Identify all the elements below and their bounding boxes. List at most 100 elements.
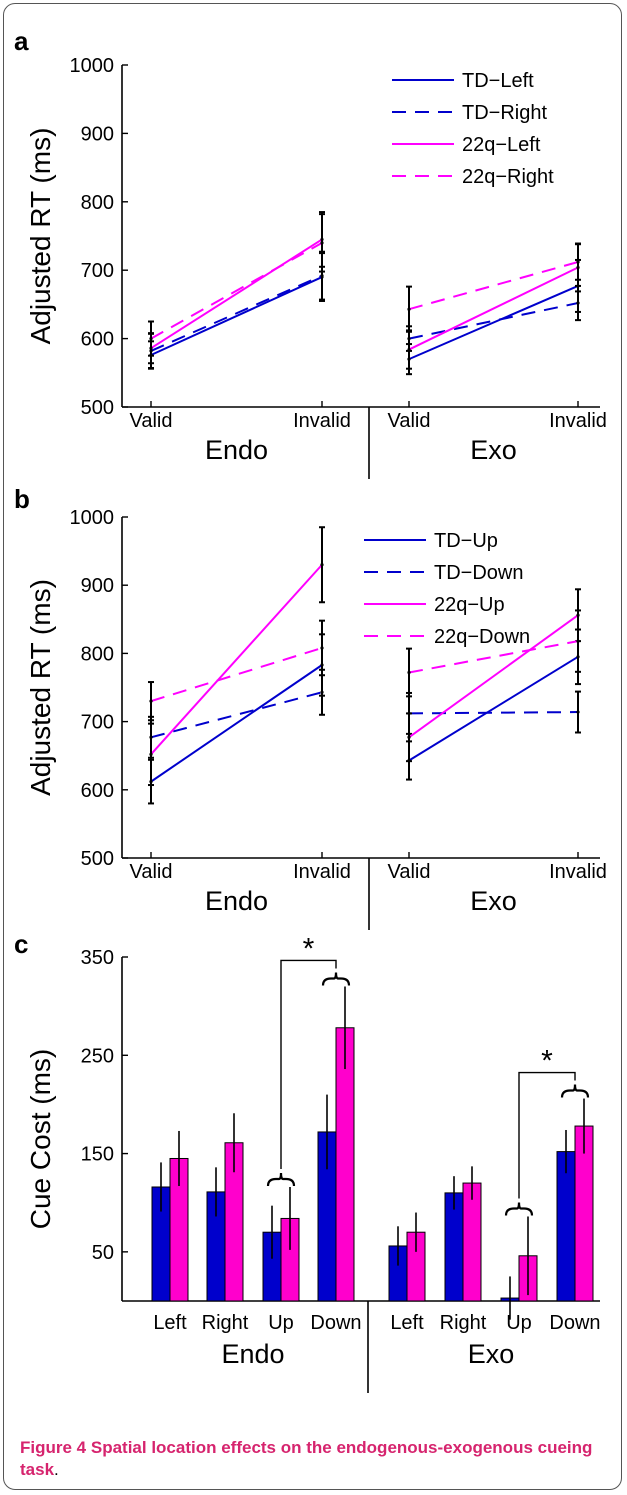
legend-label: 22q−Right [462, 166, 554, 188]
x-tick-label: Up [268, 1312, 294, 1334]
x-tick-label: Right [440, 1312, 487, 1334]
group-label: Exo [468, 1339, 515, 1369]
data-point [149, 752, 153, 756]
series-line [150, 241, 323, 340]
panel-label-b: b [14, 484, 30, 514]
data-point [407, 307, 411, 311]
bar [556, 1151, 576, 1302]
x-tick-label: Left [390, 1312, 424, 1334]
data-point [320, 274, 324, 278]
y-tick-label: 1000 [70, 507, 115, 529]
legend-label: TD−Down [434, 562, 523, 584]
data-point [407, 735, 411, 739]
x-tick-label: Down [549, 1312, 600, 1334]
series-line [408, 711, 579, 715]
legend-label: 22q−Down [434, 626, 530, 648]
y-tick-label: 800 [81, 192, 114, 214]
legend-label: TD−Left [462, 70, 534, 92]
series-line [408, 302, 579, 340]
y-tick-label: 500 [81, 848, 114, 870]
significance-bracket [280, 959, 337, 1169]
caption-end: . [54, 1460, 59, 1479]
legend-label: TD−Up [434, 530, 498, 552]
panel-b: 500 600 700 800 900 1000 Adjusted RT (ms) Valid… [25, 507, 607, 930]
legend-label: 22q−Up [434, 594, 505, 616]
series-line [408, 261, 579, 311]
series-line [408, 655, 579, 762]
data-point [320, 690, 324, 694]
data-point [149, 337, 153, 341]
x-tick-label: Down [310, 1312, 361, 1334]
significance-brace [321, 972, 351, 986]
data-point [407, 670, 411, 675]
figure-caption: Figure 4 Spatial location effects on the… [20, 1437, 610, 1481]
x-tick-label: Valid [130, 410, 173, 432]
figure-frame [3, 3, 622, 1490]
group-label: Exo [470, 435, 517, 465]
group-label: Endo [221, 1339, 284, 1369]
x-tick-label: Valid [130, 861, 173, 883]
series-line [150, 564, 323, 756]
group-label: Exo [470, 886, 517, 916]
bar [462, 1182, 482, 1302]
y-tick-label: 150 [81, 1144, 114, 1166]
data-point [407, 347, 411, 352]
group-label: Endo [205, 435, 268, 465]
y-tick-label: 250 [81, 1045, 114, 1067]
series-line [150, 274, 323, 352]
data-point [320, 241, 324, 245]
series-line [150, 238, 323, 350]
y-tick-label: 900 [81, 123, 114, 145]
series-line [150, 691, 323, 739]
y-tick-label: 600 [81, 780, 114, 802]
panel-label-a: a [14, 26, 29, 56]
y-tick-label: 50 [92, 1242, 114, 1264]
legend-label: 22q−Left [462, 134, 541, 156]
panel-c: 50 150 250 350 Cue Cost (ms) Left Right Up Down E… [25, 932, 601, 1393]
x-tick-label: Left [153, 1312, 187, 1334]
y-tick-label: 900 [81, 575, 114, 597]
x-tick-label: Valid [388, 861, 431, 883]
data-point [149, 699, 153, 703]
y-tick-label: 1000 [70, 55, 115, 77]
y-axis-label: Adjusted RT (ms) [25, 128, 56, 345]
x-tick-label: Invalid [293, 861, 351, 883]
y-tick-label: 700 [81, 712, 114, 734]
series-line [408, 640, 579, 674]
data-point [320, 563, 324, 567]
data-point [576, 260, 580, 264]
significance-brace [504, 1202, 534, 1216]
caption-title: Spatial location effects on the endogeno… [20, 1438, 593, 1479]
series-line [150, 664, 323, 783]
panel-a: 500 600 700 800 900 1000 Adjusted RT (ms) Valid… [25, 55, 607, 479]
series-line [408, 614, 579, 739]
y-axis-label: Cue Cost (ms) [25, 1049, 56, 1229]
panel-label-c: c [14, 929, 28, 959]
x-tick-label: Valid [388, 410, 431, 432]
significance-brace [560, 1084, 590, 1098]
y-tick-label: 700 [81, 260, 114, 282]
x-tick-label: Invalid [549, 861, 607, 883]
y-tick-label: 350 [81, 947, 114, 969]
significance-star: * [541, 1045, 553, 1078]
x-tick-label: Invalid [549, 410, 607, 432]
data-point [320, 646, 324, 650]
group-label: Endo [205, 886, 268, 916]
series-line [150, 276, 323, 356]
significance-brace [266, 1172, 296, 1187]
y-tick-label: 500 [81, 397, 114, 419]
x-tick-label: Invalid [293, 410, 351, 432]
data-point [576, 639, 580, 643]
y-tick-label: 600 [81, 329, 114, 351]
significance-star: * [303, 932, 315, 965]
legend-label: TD−Right [462, 102, 547, 124]
series-line [408, 266, 579, 351]
y-tick-label: 800 [81, 643, 114, 665]
x-tick-label: Up [506, 1312, 532, 1334]
y-axis-label: Adjusted RT (ms) [25, 579, 56, 796]
series-line [408, 285, 579, 361]
significance-bracket [518, 1071, 576, 1199]
series-line [150, 646, 323, 703]
caption-label: Figure 4 [20, 1438, 87, 1457]
